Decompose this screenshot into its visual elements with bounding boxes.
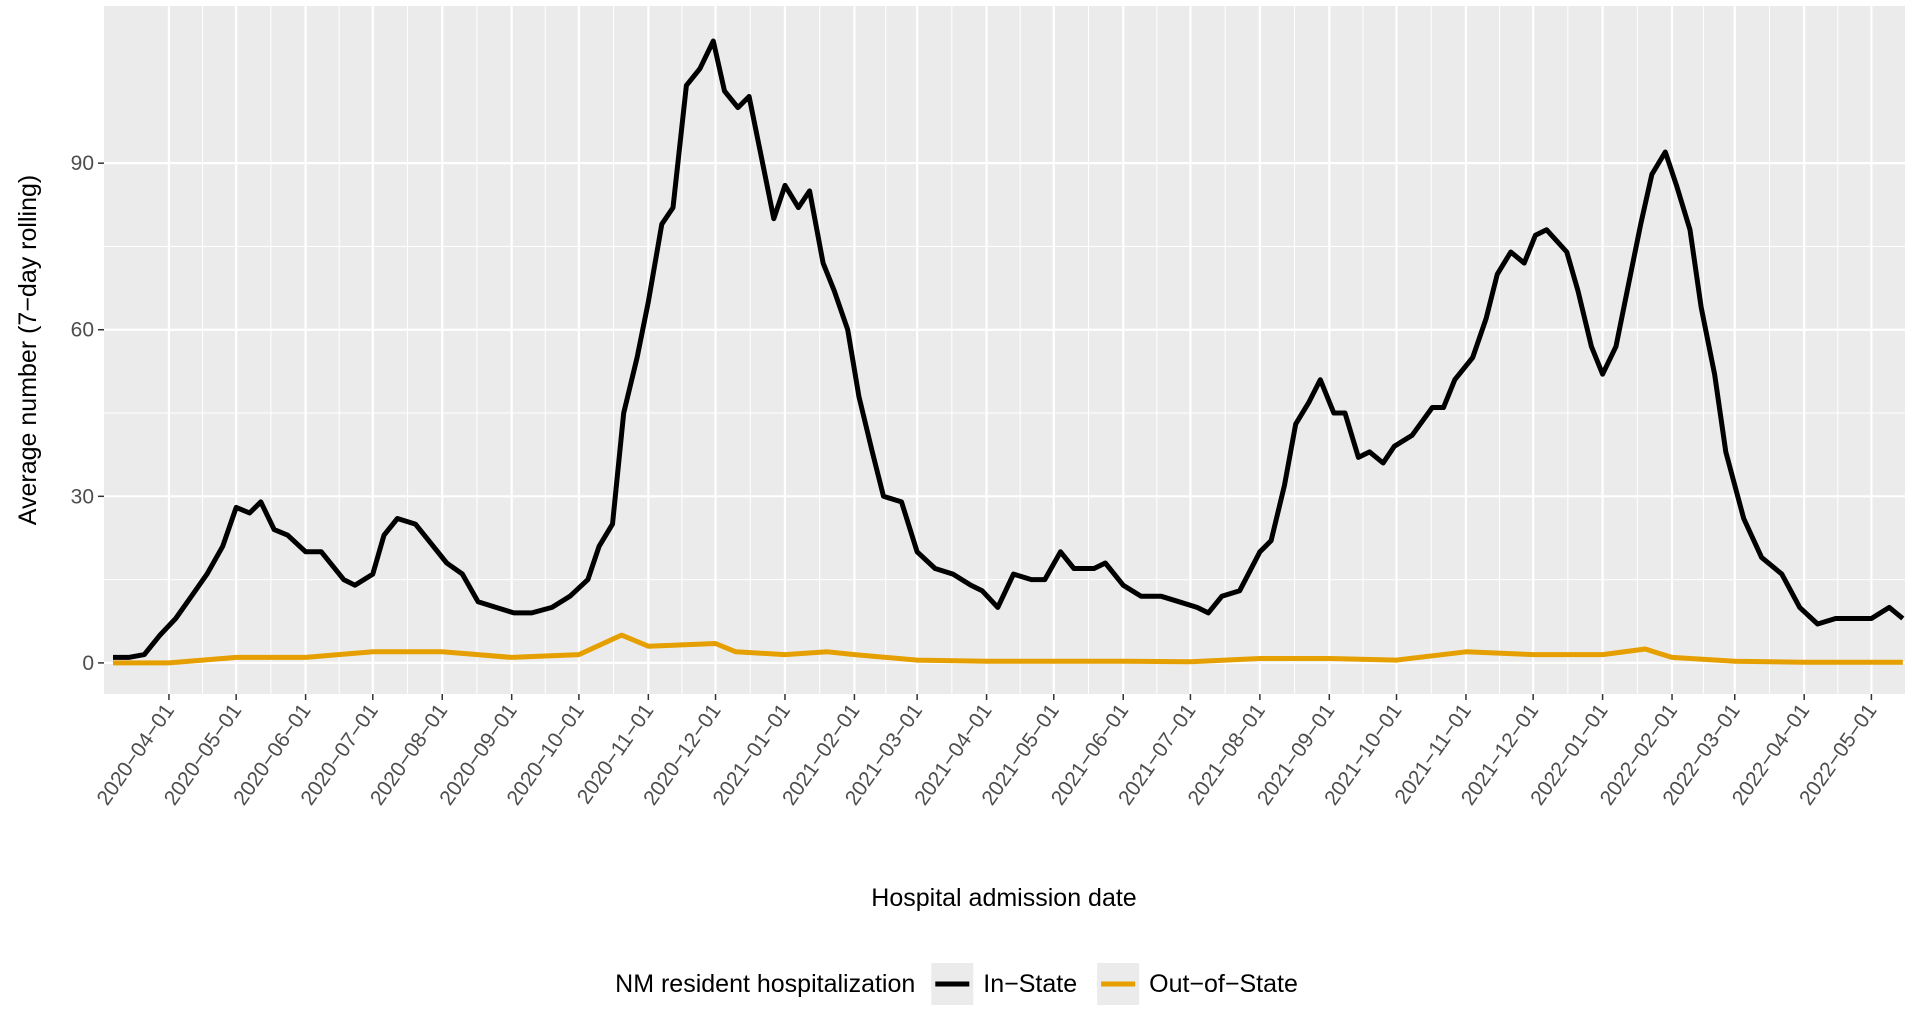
y-tick-label: 30 bbox=[71, 485, 94, 508]
series-line bbox=[113, 38, 1905, 660]
y-tick-label: 90 bbox=[71, 152, 94, 175]
legend: NM resident hospitalization In−State Out−o… bbox=[615, 963, 1298, 1005]
legend-title: NM resident hospitalization bbox=[615, 970, 915, 998]
lines bbox=[113, 38, 1905, 666]
grid bbox=[104, 6, 1905, 694]
y-tick-label: 0 bbox=[82, 652, 94, 675]
y-tick-label: 60 bbox=[71, 319, 94, 342]
legend-label: Out−of−State bbox=[1149, 970, 1298, 998]
y-axis-title: Average number (7−day rolling) bbox=[14, 175, 42, 525]
legend-label: In−State bbox=[983, 970, 1077, 998]
x-axis-title: Hospital admission date bbox=[871, 884, 1136, 912]
series-line bbox=[113, 632, 1903, 666]
